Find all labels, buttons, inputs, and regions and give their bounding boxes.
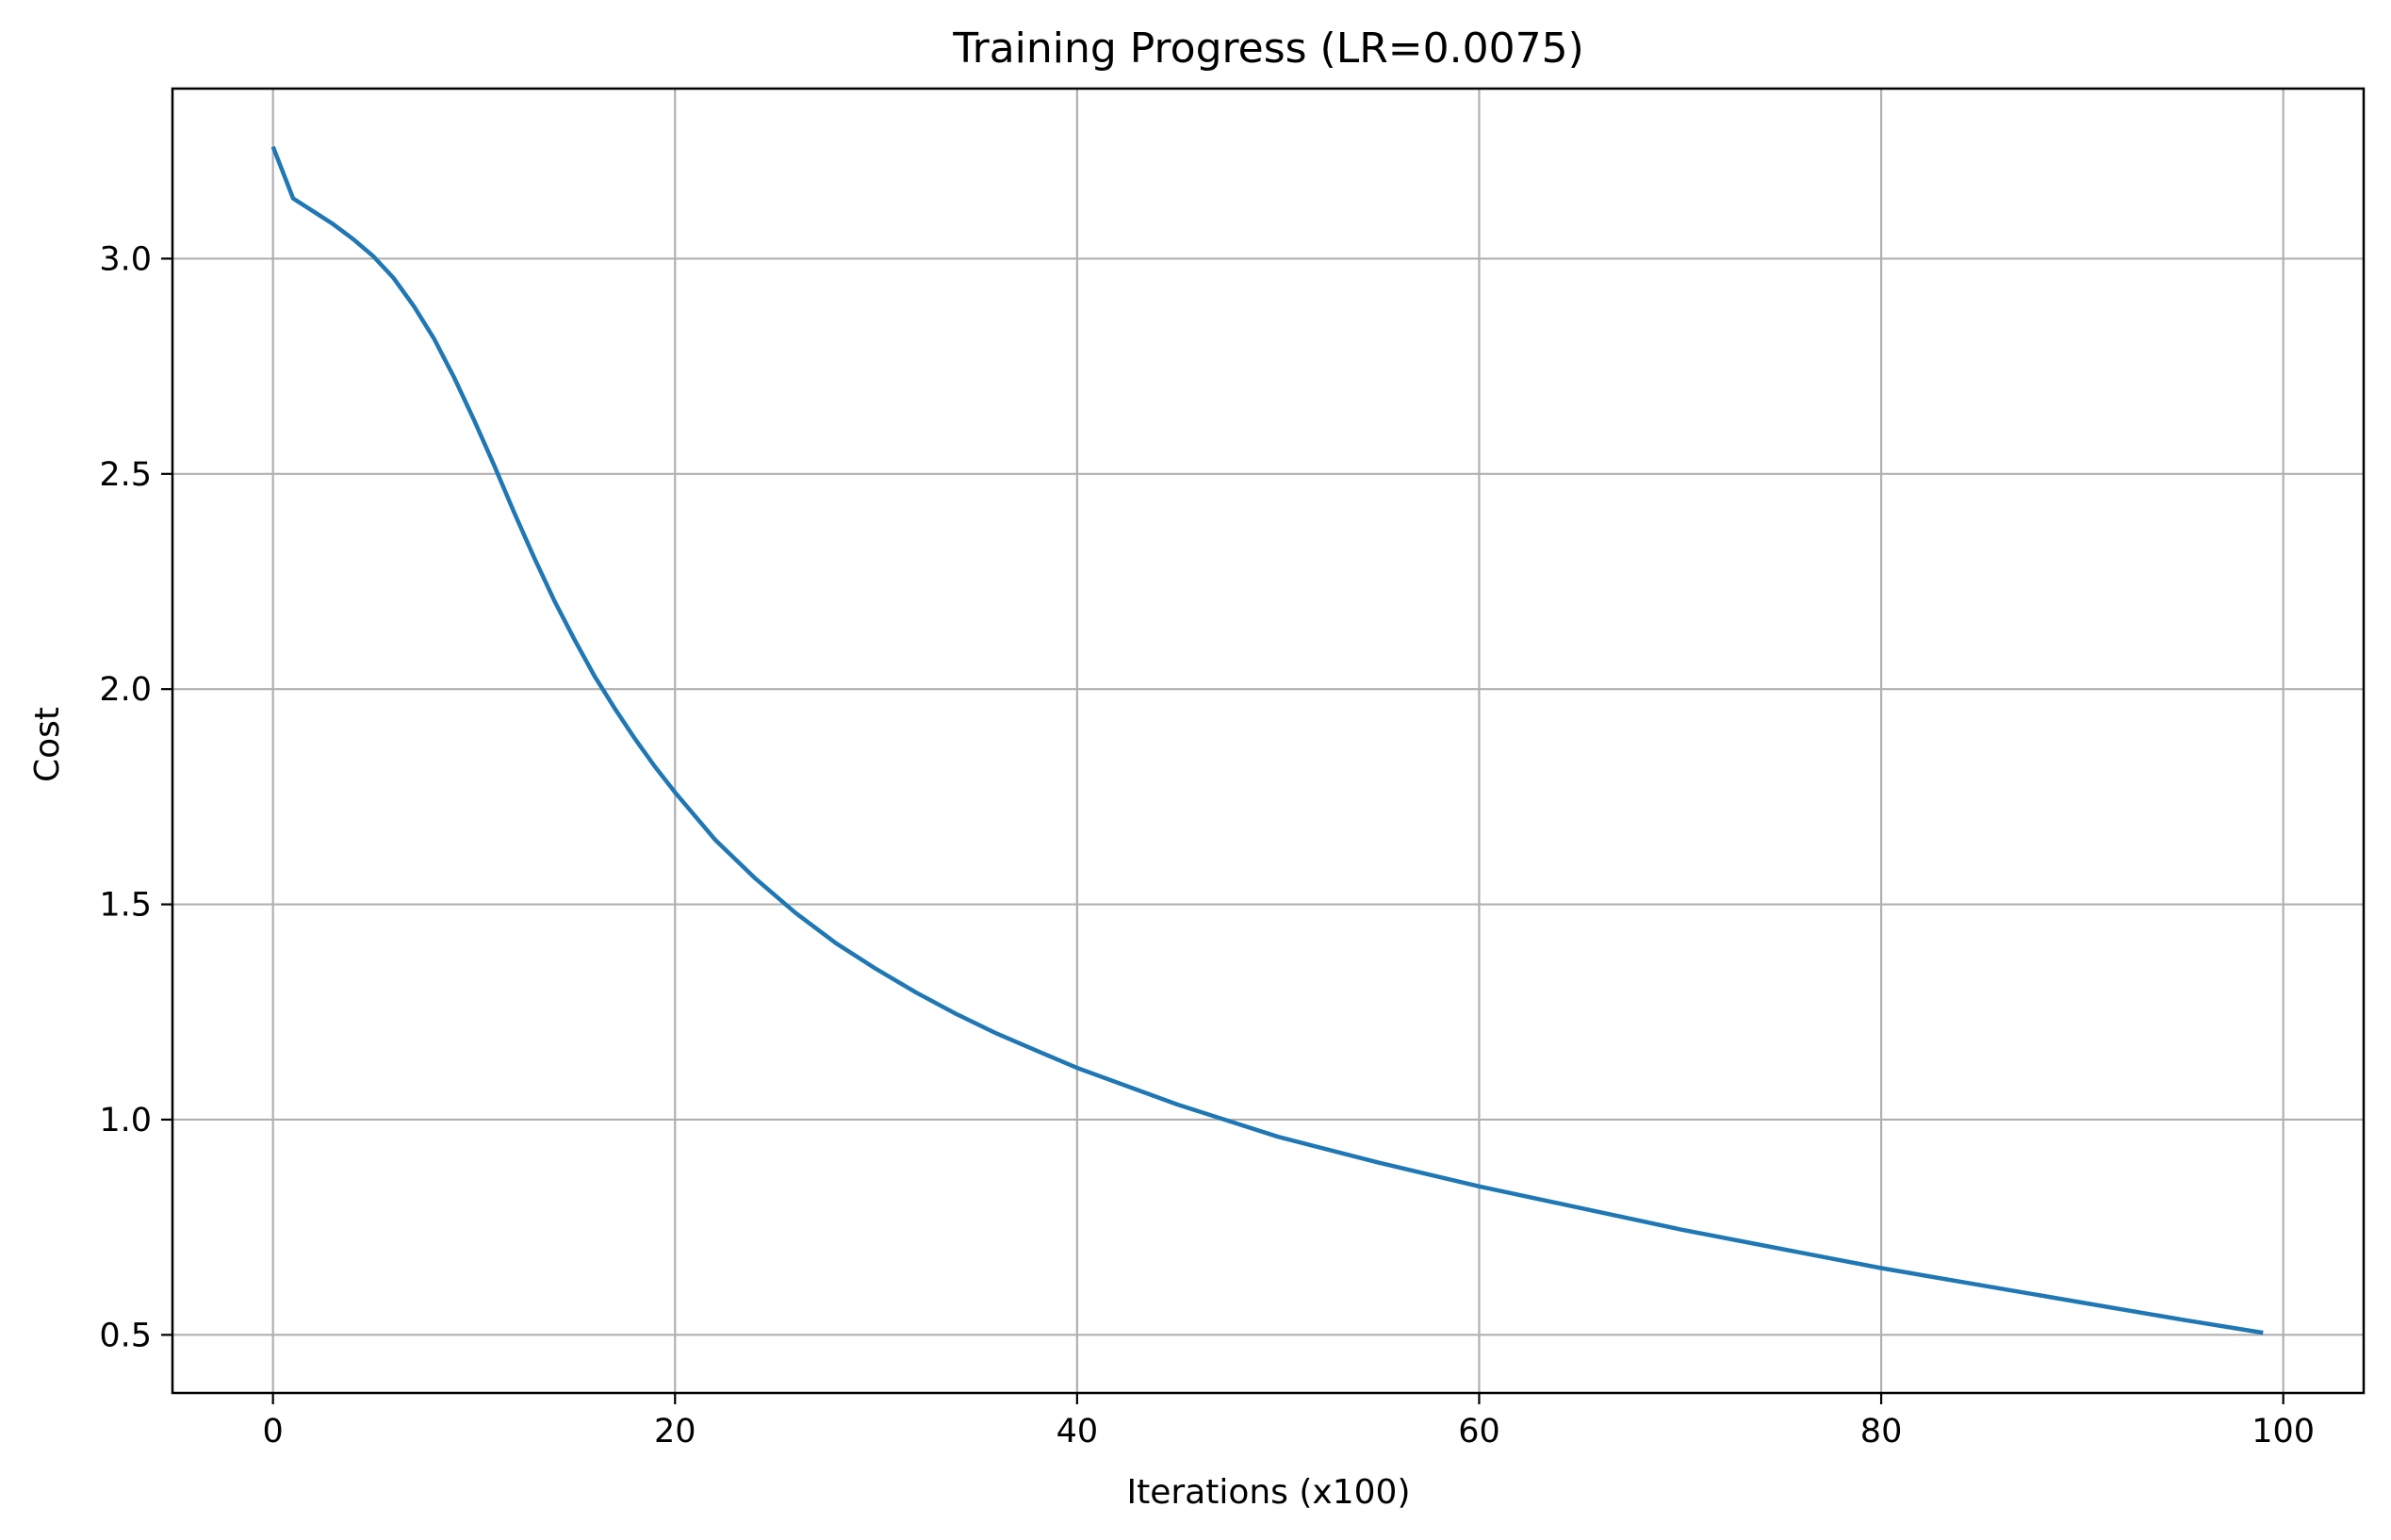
x-tick-label: 100: [2252, 1413, 2315, 1450]
x-tick-label: 20: [654, 1413, 696, 1450]
y-tick-label: 1.0: [99, 1102, 152, 1139]
y-tick-label: 2.5: [99, 456, 152, 494]
x-tick-label: 80: [1860, 1413, 1903, 1450]
x-axis-label: Iterations (x100): [1126, 1473, 1410, 1512]
grid: [172, 89, 2364, 1393]
y-tick-label: 0.5: [99, 1317, 152, 1354]
x-tick-label: 0: [263, 1413, 284, 1450]
plot-area-frame: [171, 87, 2366, 1395]
chart-title: Training Progress (LR=0.0075): [952, 25, 1584, 73]
y-tick-label: 2.0: [99, 671, 152, 709]
cost-series-line: [270, 145, 2264, 1335]
y-axis-label: Cost: [28, 707, 67, 782]
y-tick-label: 3.0: [99, 240, 152, 278]
axis-ticks: 0 20 40 60 80 100 0.5 1.0 1.5 2.0 2.5 3.0: [99, 240, 2315, 1450]
x-tick-label: 40: [1056, 1413, 1099, 1450]
x-tick-label: 60: [1458, 1413, 1500, 1450]
y-tick-label: 1.5: [99, 887, 152, 925]
